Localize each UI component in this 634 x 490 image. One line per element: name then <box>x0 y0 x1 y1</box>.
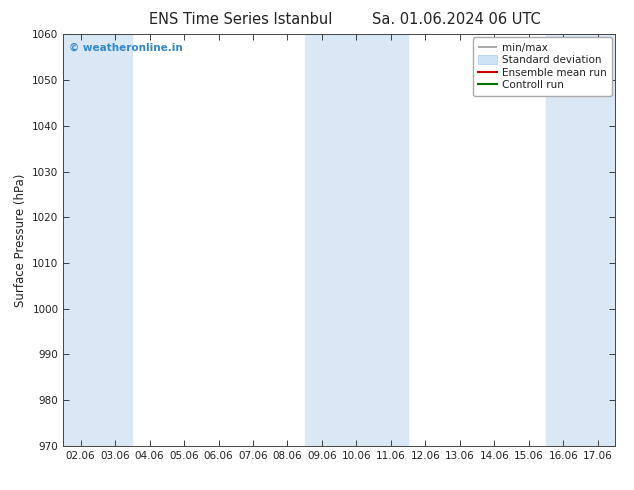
Text: ENS Time Series Istanbul: ENS Time Series Istanbul <box>149 12 333 27</box>
Text: © weatheronline.in: © weatheronline.in <box>69 43 183 52</box>
Y-axis label: Surface Pressure (hPa): Surface Pressure (hPa) <box>14 173 27 307</box>
Bar <box>546 34 615 446</box>
Text: Sa. 01.06.2024 06 UTC: Sa. 01.06.2024 06 UTC <box>372 12 541 27</box>
Bar <box>305 34 408 446</box>
Legend: min/max, Standard deviation, Ensemble mean run, Controll run: min/max, Standard deviation, Ensemble me… <box>473 37 612 96</box>
Bar <box>63 34 133 446</box>
